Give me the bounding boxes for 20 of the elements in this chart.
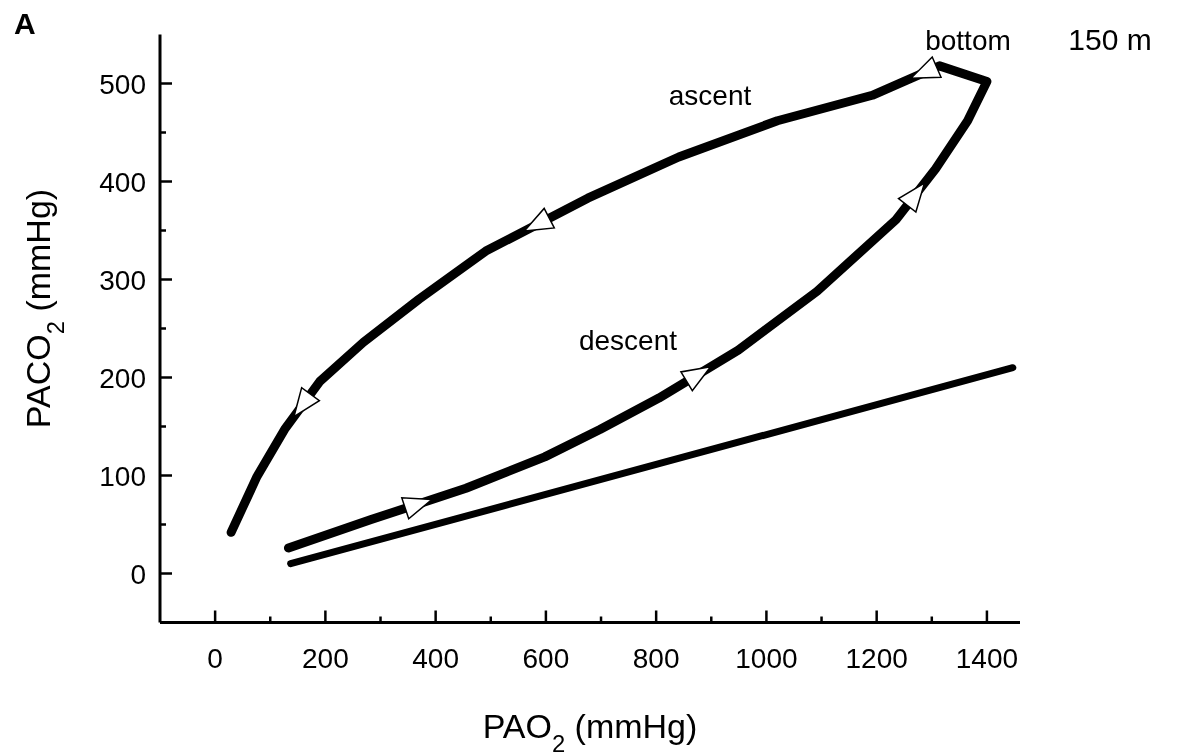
y-tick-label: 100 — [99, 460, 146, 492]
y-tick-label: 400 — [99, 166, 146, 198]
annotation: ascent — [668, 80, 752, 111]
annotation: bottom — [925, 25, 1011, 56]
y-tick-label: 500 — [99, 68, 146, 100]
text: 150 m — [1068, 23, 1152, 56]
x-tick-label: 600 — [522, 642, 570, 674]
annotation: descent — [578, 325, 678, 356]
x-tick-label: 1000 — [735, 642, 798, 674]
y-tick-label: 0 — [130, 558, 146, 590]
x-tick-label: 1400 — [955, 642, 1019, 674]
y-tick-label: 300 — [99, 264, 146, 296]
y-tick-label: 200 — [99, 362, 146, 394]
x-tick-label: 200 — [302, 642, 349, 674]
chart-title: A — [14, 7, 36, 40]
x-tick-label: 1200 — [845, 642, 908, 674]
x-tick-label: 800 — [632, 642, 680, 674]
x-axis-title: PAO$_{2}$ (mmHg) — [482, 707, 698, 752]
x-tick-label: 400 — [412, 642, 459, 674]
x-tick-label: 0 — [207, 642, 223, 674]
